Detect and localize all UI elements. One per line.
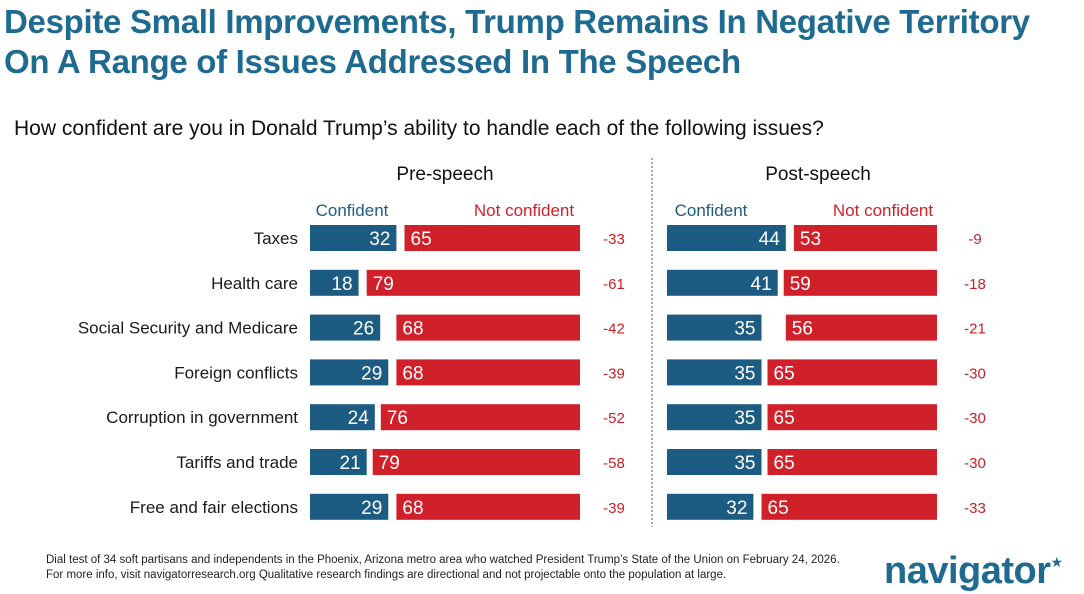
net-label: -21 [964,321,986,338]
bar-confident [310,493,389,520]
bar-not-confident [767,449,937,475]
net-label: -9 [968,231,981,248]
bar-not-confident [404,225,580,251]
bar-not-confident [380,404,580,431]
net-label: -30 [964,410,986,427]
bar-not-confident [767,359,937,386]
chart-title: Despite Small Improvements, Trump Remain… [4,3,1030,80]
bar-confident [667,225,786,251]
net-label: -33 [603,231,625,248]
data-label-not-confident: 65 [774,453,795,474]
panel-title: Pre-speech [396,164,493,185]
navigator-logo: navigator★ [884,550,1063,593]
net-label: -39 [603,365,625,382]
bar-confident [310,225,397,251]
footnote: Dial test of 34 soft partisans and indep… [46,554,840,581]
bar-confident [310,404,375,431]
bar-not-confident [761,493,937,520]
net-label: -61 [603,276,625,293]
category-label: Health care [211,274,298,293]
data-label-not-confident: 65 [774,408,795,429]
logo-text: navigator [884,550,1051,592]
category-label: Foreign conflicts [174,363,298,382]
data-label-not-confident: 56 [792,319,813,340]
data-label-not-confident: 68 [402,498,423,519]
bar-not-confident [372,449,580,475]
category-label: Taxes [254,229,298,248]
category-label: Tariffs and trade [176,453,298,472]
bar-confident [667,314,762,341]
bar-confident [310,314,381,341]
bar-confident [310,359,389,386]
data-label-confident: 32 [369,229,390,250]
bar-not-confident [785,314,937,341]
bar-confident [667,404,762,431]
net-label: -33 [964,500,986,517]
net-label: -30 [964,455,986,472]
legend-confident: Confident [316,201,389,220]
bar-confident [667,269,778,296]
data-label-confident: 35 [734,319,755,340]
data-label-confident: 35 [734,363,755,384]
bar-not-confident [767,404,937,431]
star-icon: ★ [1050,554,1064,570]
data-label-confident: 26 [353,319,374,340]
category-label: Social Security and Medicare [78,319,298,338]
net-label: -52 [603,410,625,427]
data-label-not-confident: 65 [768,498,789,519]
legend-not-confident: Not confident [474,201,574,220]
bar-not-confident [396,359,580,386]
net-label: -42 [603,321,625,338]
bar-not-confident [366,269,580,296]
bar-confident [667,359,762,386]
data-label-confident: 18 [331,274,352,295]
legend-confident: Confident [675,201,748,220]
net-label: -18 [964,276,986,293]
legend-not-confident: Not confident [833,201,933,220]
bar-confident [310,449,367,475]
bar-confident [667,449,762,475]
chart-subtitle: How confident are you in Donald Trump’s … [14,117,824,140]
bar-not-confident [783,269,937,296]
data-label-confident: 41 [751,274,772,295]
data-label-confident: 21 [340,453,361,474]
net-label: -30 [964,365,986,382]
data-label-not-confident: 76 [387,408,408,429]
data-label-confident: 32 [726,498,747,519]
net-label: -58 [603,455,625,472]
data-label-confident: 44 [759,229,781,250]
data-label-confident: 35 [734,408,755,429]
data-label-not-confident: 79 [373,274,394,295]
bar-not-confident [793,225,937,251]
data-label-confident: 29 [361,363,382,384]
category-label: Free and fair elections [130,498,298,517]
bar-confident [667,493,754,520]
data-label-not-confident: 65 [774,363,795,384]
data-label-not-confident: 79 [379,453,400,474]
data-label-confident: 29 [361,498,382,519]
data-label-not-confident: 53 [800,229,821,250]
data-label-not-confident: 68 [402,363,423,384]
data-label-not-confident: 65 [411,229,432,250]
category-label: Corruption in government [106,408,298,427]
net-label: -39 [603,500,625,517]
data-label-confident: 35 [734,453,755,474]
bar-confident [310,269,359,296]
bar-not-confident [396,314,580,341]
data-label-confident: 24 [348,408,370,429]
data-label-not-confident: 68 [402,319,423,340]
panel-title: Post-speech [765,164,871,185]
bar-not-confident [396,493,580,520]
data-label-not-confident: 59 [790,274,811,295]
